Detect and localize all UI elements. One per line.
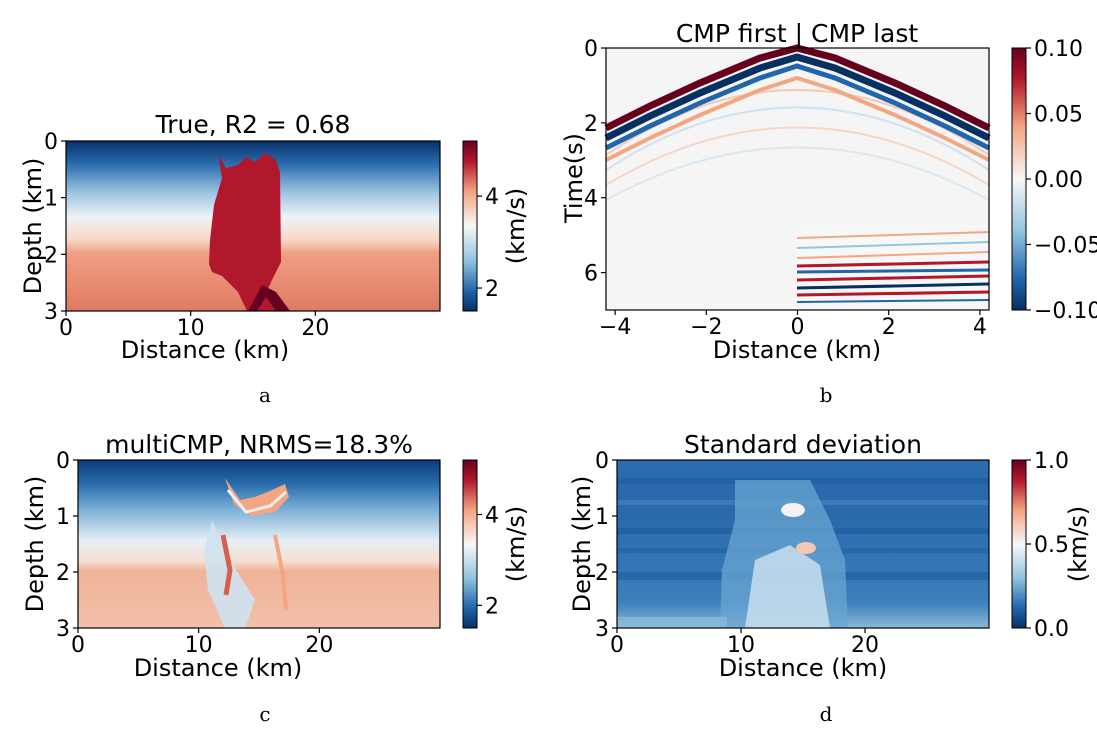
panel-d-title: Standard deviation	[684, 430, 922, 459]
panel-b-colorbar-ticks: 0.10 0.05 0.00 −0.05 −0.10	[1026, 37, 1097, 324]
panel-c-colorbar-ticks: 24	[477, 503, 499, 619]
colorbar-tick-label: 2	[485, 594, 499, 619]
panel-c-letter: c	[259, 702, 270, 726]
panel-d-xlabel: Distance (km)	[719, 654, 888, 682]
panel-a-plot	[65, 140, 441, 312]
panel-d-colorbar	[1011, 459, 1027, 629]
panel-c-plot	[77, 459, 441, 629]
panel-a-colorbar-label: (km/s)	[502, 188, 530, 265]
first-arrival	[604, 44, 991, 162]
panel-d: 0 10 20 0 1 2 3 Standard deviation Distance (k…	[568, 430, 1092, 726]
x-tick-label: 0	[610, 633, 624, 658]
colorbar-tick-label: 0.10	[1034, 37, 1083, 62]
panel-c-colorbar-label: (km/s)	[502, 506, 530, 583]
panel-b: −4 −2 0 2 4 0 2 4 6 CMP first | CMP last Distanc…	[560, 19, 1097, 407]
y-tick-label: 1	[44, 187, 58, 212]
colorbar-tick-label: 0.5	[1034, 533, 1069, 558]
panel-c-colorbar	[462, 459, 478, 629]
x-tick-label: 20	[305, 633, 333, 658]
panel-a-ticks: 0 10 20 0 1 2 3	[44, 130, 329, 341]
y-tick-label: 3	[595, 617, 609, 642]
x-tick-label: 10	[727, 633, 755, 658]
y-tick-label: 2	[56, 561, 70, 586]
panel-d-colorbar-ticks: 1.0 0.5 0.0	[1026, 449, 1069, 642]
panel-c-xlabel: Distance (km)	[134, 654, 303, 682]
panel-d-colorbar-label: (km/s)	[1064, 506, 1092, 583]
y-tick-label: 6	[584, 262, 598, 287]
panel-b-xlabel: Distance (km)	[713, 336, 882, 364]
panel-a-colorbar-ticks: 24	[477, 185, 499, 302]
panel-d-plot	[616, 459, 990, 629]
y-tick-label: 3	[56, 617, 70, 642]
axes-frame	[65, 140, 441, 312]
y-tick-label: 0	[595, 449, 609, 474]
y-tick-label: 0	[44, 130, 58, 155]
panel-b-plot	[604, 44, 991, 311]
panel-a-ylabel: Depth (km)	[19, 158, 47, 295]
axes-frame	[616, 459, 990, 629]
y-tick-label: 2	[44, 243, 58, 268]
y-tick-label: 3	[44, 300, 58, 325]
colorbar-tick-label: 4	[485, 503, 499, 528]
panel-b-ticks: −4 −2 0 2 4 0 2 4 6	[584, 37, 987, 340]
x-tick-label: −2	[690, 315, 722, 340]
panel-c: 0 10 20 0 1 2 3 multiCMP, NRMS=18.3% Distance …	[21, 430, 530, 726]
panel-a-colorbar	[462, 140, 478, 312]
y-tick-label: 1	[56, 505, 70, 530]
colorbar-tick-label: 0.0	[1034, 617, 1069, 642]
panel-a-title: True, R2 = 0.68	[155, 110, 351, 139]
x-tick-label: 20	[851, 633, 879, 658]
y-tick-label: 2	[595, 561, 609, 586]
x-tick-label: 10	[177, 316, 205, 341]
panel-b-title: CMP first | CMP last	[676, 19, 919, 48]
panel-b-colorbar	[1011, 47, 1027, 311]
colorbar-tick-label: −0.05	[1034, 234, 1097, 259]
panel-b-letter: b	[820, 383, 833, 407]
y-tick-label: 2	[584, 112, 598, 137]
panel-d-ticks: 0 10 20 0 1 2 3	[595, 449, 879, 658]
salt-body	[209, 153, 281, 311]
panel-d-letter: d	[820, 702, 833, 726]
colorbar-tick-label: −0.10	[1034, 299, 1097, 324]
y-tick-label: 0	[56, 449, 70, 474]
velocity-field	[78, 460, 440, 628]
panel-c-title: multiCMP, NRMS=18.3%	[105, 430, 413, 459]
x-tick-label: 0	[71, 633, 85, 658]
panel-c-ticks: 0 10 20 0 1 2 3	[56, 449, 333, 658]
y-tick-label: 1	[595, 505, 609, 530]
deep-reflections	[796, 225, 990, 310]
x-tick-label: 4	[973, 315, 987, 340]
x-tick-label: −4	[599, 315, 631, 340]
axes-frame	[77, 459, 441, 629]
x-tick-label: 2	[882, 315, 896, 340]
colorbar-tick-label: 0.00	[1034, 168, 1083, 193]
colorbar-tick-label: 4	[485, 185, 499, 210]
x-tick-label: 0	[59, 316, 73, 341]
panel-a-xlabel: Distance (km)	[121, 336, 290, 364]
panel-b-ylabel: Time(s)	[560, 133, 588, 224]
panel-c-ylabel: Depth (km)	[21, 476, 49, 613]
colorbar-tick-label: 1.0	[1034, 449, 1069, 474]
salt-root	[248, 285, 290, 311]
x-tick-label: 0	[791, 315, 805, 340]
y-tick-label: 0	[584, 37, 598, 62]
y-tick-label: 4	[584, 187, 598, 212]
panel-a-letter: a	[259, 383, 271, 407]
colorbar-tick-label: 0.05	[1034, 103, 1083, 128]
x-tick-label: 20	[301, 316, 329, 341]
inverted-salt-flank	[220, 534, 233, 596]
panel-d-ylabel: Depth (km)	[568, 476, 596, 613]
x-tick-label: 10	[185, 633, 213, 658]
colorbar-tick-label: 2	[485, 277, 499, 302]
